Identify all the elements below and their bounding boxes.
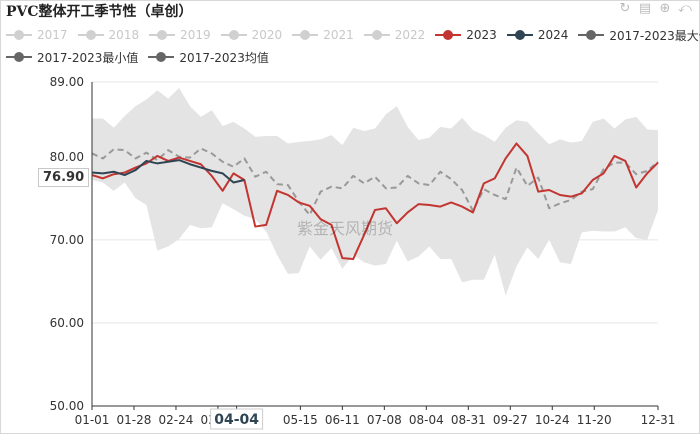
x-tick-label: 08-04 <box>409 413 444 427</box>
legend-label: 2022 <box>394 28 426 42</box>
legend-item[interactable]: 2024 <box>506 28 569 42</box>
legend-label: 2017-2023最小值 <box>37 50 139 65</box>
legend-symbol-icon <box>578 29 605 41</box>
legend-item[interactable]: 2018 <box>77 28 140 42</box>
series-2023-line <box>91 142 659 260</box>
legend-label: 2017 <box>37 28 68 42</box>
legend-label: 2024 <box>537 28 569 42</box>
legend-symbol-icon <box>292 29 319 41</box>
legend-symbol-icon <box>506 29 533 41</box>
legend-label: 2018 <box>108 28 140 42</box>
x-tick-label: 06-11 <box>325 413 360 427</box>
legend-item[interactable]: 2023 <box>435 28 497 42</box>
legend-symbol-icon <box>435 29 462 41</box>
y-tick-label: 60.00 <box>50 316 84 330</box>
x-tick-label: 01-01 <box>75 413 110 427</box>
legend-label: 2023 <box>466 28 497 42</box>
watermark: 紫金天风期货 <box>297 219 393 238</box>
crosshair-x-box <box>210 408 264 430</box>
crosshair-x-value: 04-04 <box>214 412 259 428</box>
x-tick-label: 07-08 <box>367 413 402 427</box>
y-tick-label: 80.00 <box>50 150 84 164</box>
x-tick-label: 10-24 <box>535 413 570 427</box>
x-tick-label: 11-20 <box>577 413 612 427</box>
legend-item[interactable]: 2017-2023最小值 <box>6 49 138 66</box>
legend-symbol-icon <box>6 29 32 41</box>
legend-label: 2017-2023均值 <box>179 50 269 65</box>
legend-symbol-icon <box>149 29 176 41</box>
chart-title: PVC整体开工季节性（卓创） <box>6 4 193 20</box>
chart-legend: 2017 2018 2019 2020 2021 2022 2023 2024 2017-202… <box>6 24 700 68</box>
legend-symbol-icon <box>220 29 247 41</box>
legend-label: 2017-2023最大值 <box>609 28 700 43</box>
legend-label: 2020 <box>251 28 283 42</box>
y-tick-label: 89.00 <box>50 75 84 89</box>
max-min-band <box>92 87 658 296</box>
legend-item[interactable]: 2021 <box>292 28 354 42</box>
y-tick-label: 70.00 <box>50 233 84 247</box>
chart-toolbox: ↻ ▤ ⊕ ⤺ <box>618 2 692 16</box>
legend-item[interactable]: 2017-2023均值 <box>148 49 269 66</box>
x-tick-label: 12-31 <box>641 413 676 427</box>
x-tick-label: 05-15 <box>283 413 318 427</box>
restore-icon[interactable]: ↻ <box>619 1 631 16</box>
legend-item[interactable]: 2019 <box>149 28 211 42</box>
legend-item[interactable]: 2017-2023最大值 <box>578 27 700 44</box>
zoom-reset-icon[interactable]: ⤺ <box>678 1 692 16</box>
series-2024-line <box>91 159 245 184</box>
y-tick-label: 50.00 <box>50 399 84 413</box>
legend-symbol-icon <box>77 29 104 41</box>
x-tick-label: 02-24 <box>159 413 194 427</box>
average-line <box>91 147 659 216</box>
legend-symbol-icon <box>6 51 32 63</box>
legend-symbol-icon <box>148 51 175 63</box>
data-view-icon[interactable]: ▤ <box>638 1 652 16</box>
legend-symbol-icon <box>363 29 390 41</box>
zoom-icon[interactable]: ⊕ <box>659 1 671 16</box>
legend-label: 2021 <box>323 28 354 42</box>
crosshair-y-value: 76.90 <box>38 168 90 187</box>
legend-item[interactable]: 2022 <box>363 28 426 42</box>
legend-item[interactable]: 2020 <box>220 28 283 42</box>
x-tick-label: 01-28 <box>117 413 152 427</box>
legend-item[interactable]: 2017 <box>6 28 68 42</box>
x-tick-label: 09-27 <box>493 413 528 427</box>
legend-label: 2019 <box>180 28 211 42</box>
x-tick-label: 08-31 <box>451 413 486 427</box>
